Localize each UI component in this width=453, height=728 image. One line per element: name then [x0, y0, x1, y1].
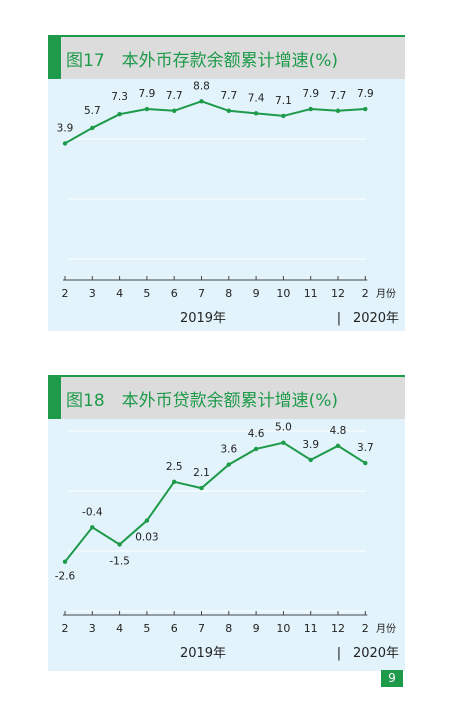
data-point: [62, 559, 68, 564]
data-label: 7.1: [275, 95, 292, 107]
x-tick-label: 5: [143, 287, 150, 300]
x-tick-label: 6: [171, 622, 178, 635]
x-tick-label: 7: [198, 622, 205, 635]
x-tick-label: 11: [304, 622, 318, 635]
data-label: 7.7: [330, 90, 347, 102]
data-label: 3.9: [57, 122, 74, 134]
data-point: [117, 542, 122, 547]
data-point: [90, 525, 95, 530]
data-label: 0.03: [135, 532, 158, 544]
data-point: [226, 462, 231, 467]
x-unit-label: 月份: [376, 623, 396, 635]
chart-17-panel: 图17 本外币存款余额累计增速(%) 2 3 4 5 6 7 8 9 10 11 12 2 月份 2019…: [48, 35, 405, 331]
chart-17-area: 2 3 4 5 6 7 8 9 10 11 12 2 月份 2019年 | 2020年 3.9 5.7 7.3 7.9…: [48, 79, 405, 331]
data-label: 5.0: [275, 422, 292, 434]
x-tick-label: 11: [304, 287, 318, 300]
data-point: [335, 108, 341, 113]
data-label: 3.7: [357, 442, 374, 454]
data-point: [281, 113, 286, 119]
x-tick-label: 8: [225, 287, 232, 300]
chart-17-header: 图17 本外币存款余额累计增速(%): [48, 35, 405, 79]
data-point: [308, 457, 313, 463]
data-point: [281, 440, 286, 445]
x-tick-label: 3: [89, 287, 96, 300]
x-tick-label: 4: [116, 287, 123, 300]
data-label: -2.6: [55, 571, 76, 583]
data-label: 4.6: [248, 428, 265, 440]
data-label: 3.6: [220, 444, 237, 456]
x-tick-label: 4: [116, 622, 123, 635]
x-tick-label: 12: [331, 622, 345, 635]
chart-18-panel: 图18 本外币贷款余额累计增速(%) 2 3 4 5 6 7 8 9 10 11 12 2 月份 2019…: [48, 375, 405, 671]
x-tick-label: 7: [198, 287, 205, 300]
data-point: [253, 111, 259, 116]
x-tick-label: 9: [253, 287, 260, 300]
chart-18-area: 2 3 4 5 6 7 8 9 10 11 12 2 月份 2019年 | 2020年 -2.6 -0.4 -1.5…: [48, 419, 405, 671]
data-label: 7.9: [357, 88, 374, 100]
data-label: -0.4: [82, 506, 103, 518]
series-line: [64, 100, 366, 145]
data-point: [144, 518, 150, 523]
year-label-2019: 2019年: [180, 311, 226, 326]
data-point: [335, 443, 341, 448]
x-tick-label: 3: [89, 622, 96, 635]
data-label: 7.9: [139, 88, 156, 100]
data-label: 7.3: [111, 91, 128, 103]
header-accent-bar: [48, 377, 61, 419]
chart-17-svg: 2 3 4 5 6 7 8 9 10 11 12 2 月份 2019年 | 2020年 3.9 5.7 7.3 7.9…: [57, 80, 399, 326]
data-point: [363, 460, 368, 466]
year-label-2019: 2019年: [180, 646, 226, 661]
data-point: [253, 446, 259, 452]
data-label: 5.7: [84, 105, 101, 117]
data-point: [62, 141, 68, 146]
x-tick-label: 6: [171, 287, 178, 300]
data-point: [144, 106, 150, 112]
data-label: 3.9: [302, 439, 319, 451]
x-tick-label: 10: [276, 287, 290, 300]
x-unit-label: 月份: [376, 288, 396, 300]
x-tick-label: 2: [62, 287, 69, 300]
data-point: [308, 106, 313, 112]
x-tick-label: 9: [253, 622, 260, 635]
x-tick-label: 5: [143, 622, 150, 635]
data-label: 8.8: [193, 80, 210, 92]
x-tick-label: 12: [331, 287, 345, 300]
data-point: [199, 485, 204, 491]
data-label: 7.7: [220, 90, 237, 102]
year-separator: |: [337, 646, 341, 661]
x-tick-label: 2: [362, 287, 369, 300]
header-accent-bar: [48, 37, 61, 79]
data-point: [363, 106, 368, 112]
year-label-2020: 2020年: [353, 311, 399, 326]
year-separator: |: [337, 311, 341, 326]
data-point: [226, 108, 231, 113]
data-label: 7.7: [166, 90, 183, 102]
x-tick-label: 8: [225, 622, 232, 635]
chart-18-title: 图18 本外币贷款余额累计增速(%): [66, 391, 339, 411]
data-label: 7.4: [248, 92, 265, 104]
chart-18-svg: 2 3 4 5 6 7 8 9 10 11 12 2 月份 2019年 | 2020年 -2.6 -0.4 -1.5…: [55, 422, 399, 661]
chart-18-header: 图18 本外币贷款余额累计增速(%): [48, 375, 405, 419]
data-point: [117, 111, 122, 117]
data-point: [172, 108, 177, 113]
x-tick-label: 2: [62, 622, 69, 635]
series-line: [64, 441, 366, 563]
chart-17-title: 图17 本外币存款余额累计增速(%): [66, 51, 339, 71]
page-number: 9: [381, 670, 403, 687]
data-label: 2.5: [166, 461, 183, 473]
data-label: 4.8: [330, 425, 347, 437]
data-label: 7.9: [302, 88, 319, 100]
data-point: [90, 125, 95, 131]
x-tick-label: 2: [362, 622, 369, 635]
year-label-2020: 2020年: [353, 646, 399, 661]
data-label: -1.5: [109, 556, 130, 568]
data-point: [172, 479, 177, 485]
data-point: [199, 99, 204, 104]
x-tick-label: 10: [276, 622, 290, 635]
data-label: 2.1: [193, 467, 210, 479]
